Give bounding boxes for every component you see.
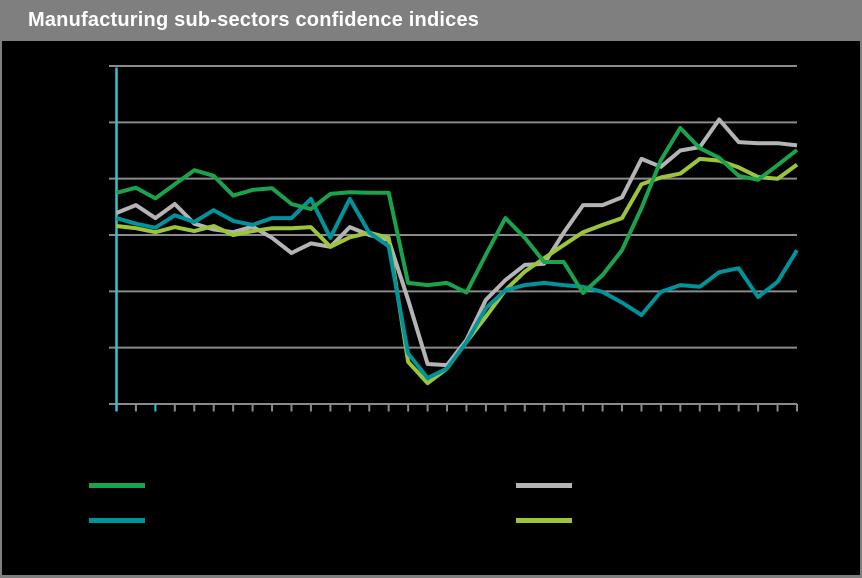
series-line-teal <box>115 196 799 381</box>
page-title: Manufacturing sub-sectors confidence ind… <box>28 9 480 31</box>
legend-swatch-gray <box>516 483 572 488</box>
legend-swatch-teal <box>89 518 145 523</box>
legend-swatch-lime <box>516 518 572 523</box>
series-line-green <box>115 126 799 295</box>
title-bar: Manufacturing sub-sectors confidence ind… <box>0 0 862 41</box>
series-line-gray <box>115 117 798 368</box>
legend-swatch-green <box>89 483 145 488</box>
